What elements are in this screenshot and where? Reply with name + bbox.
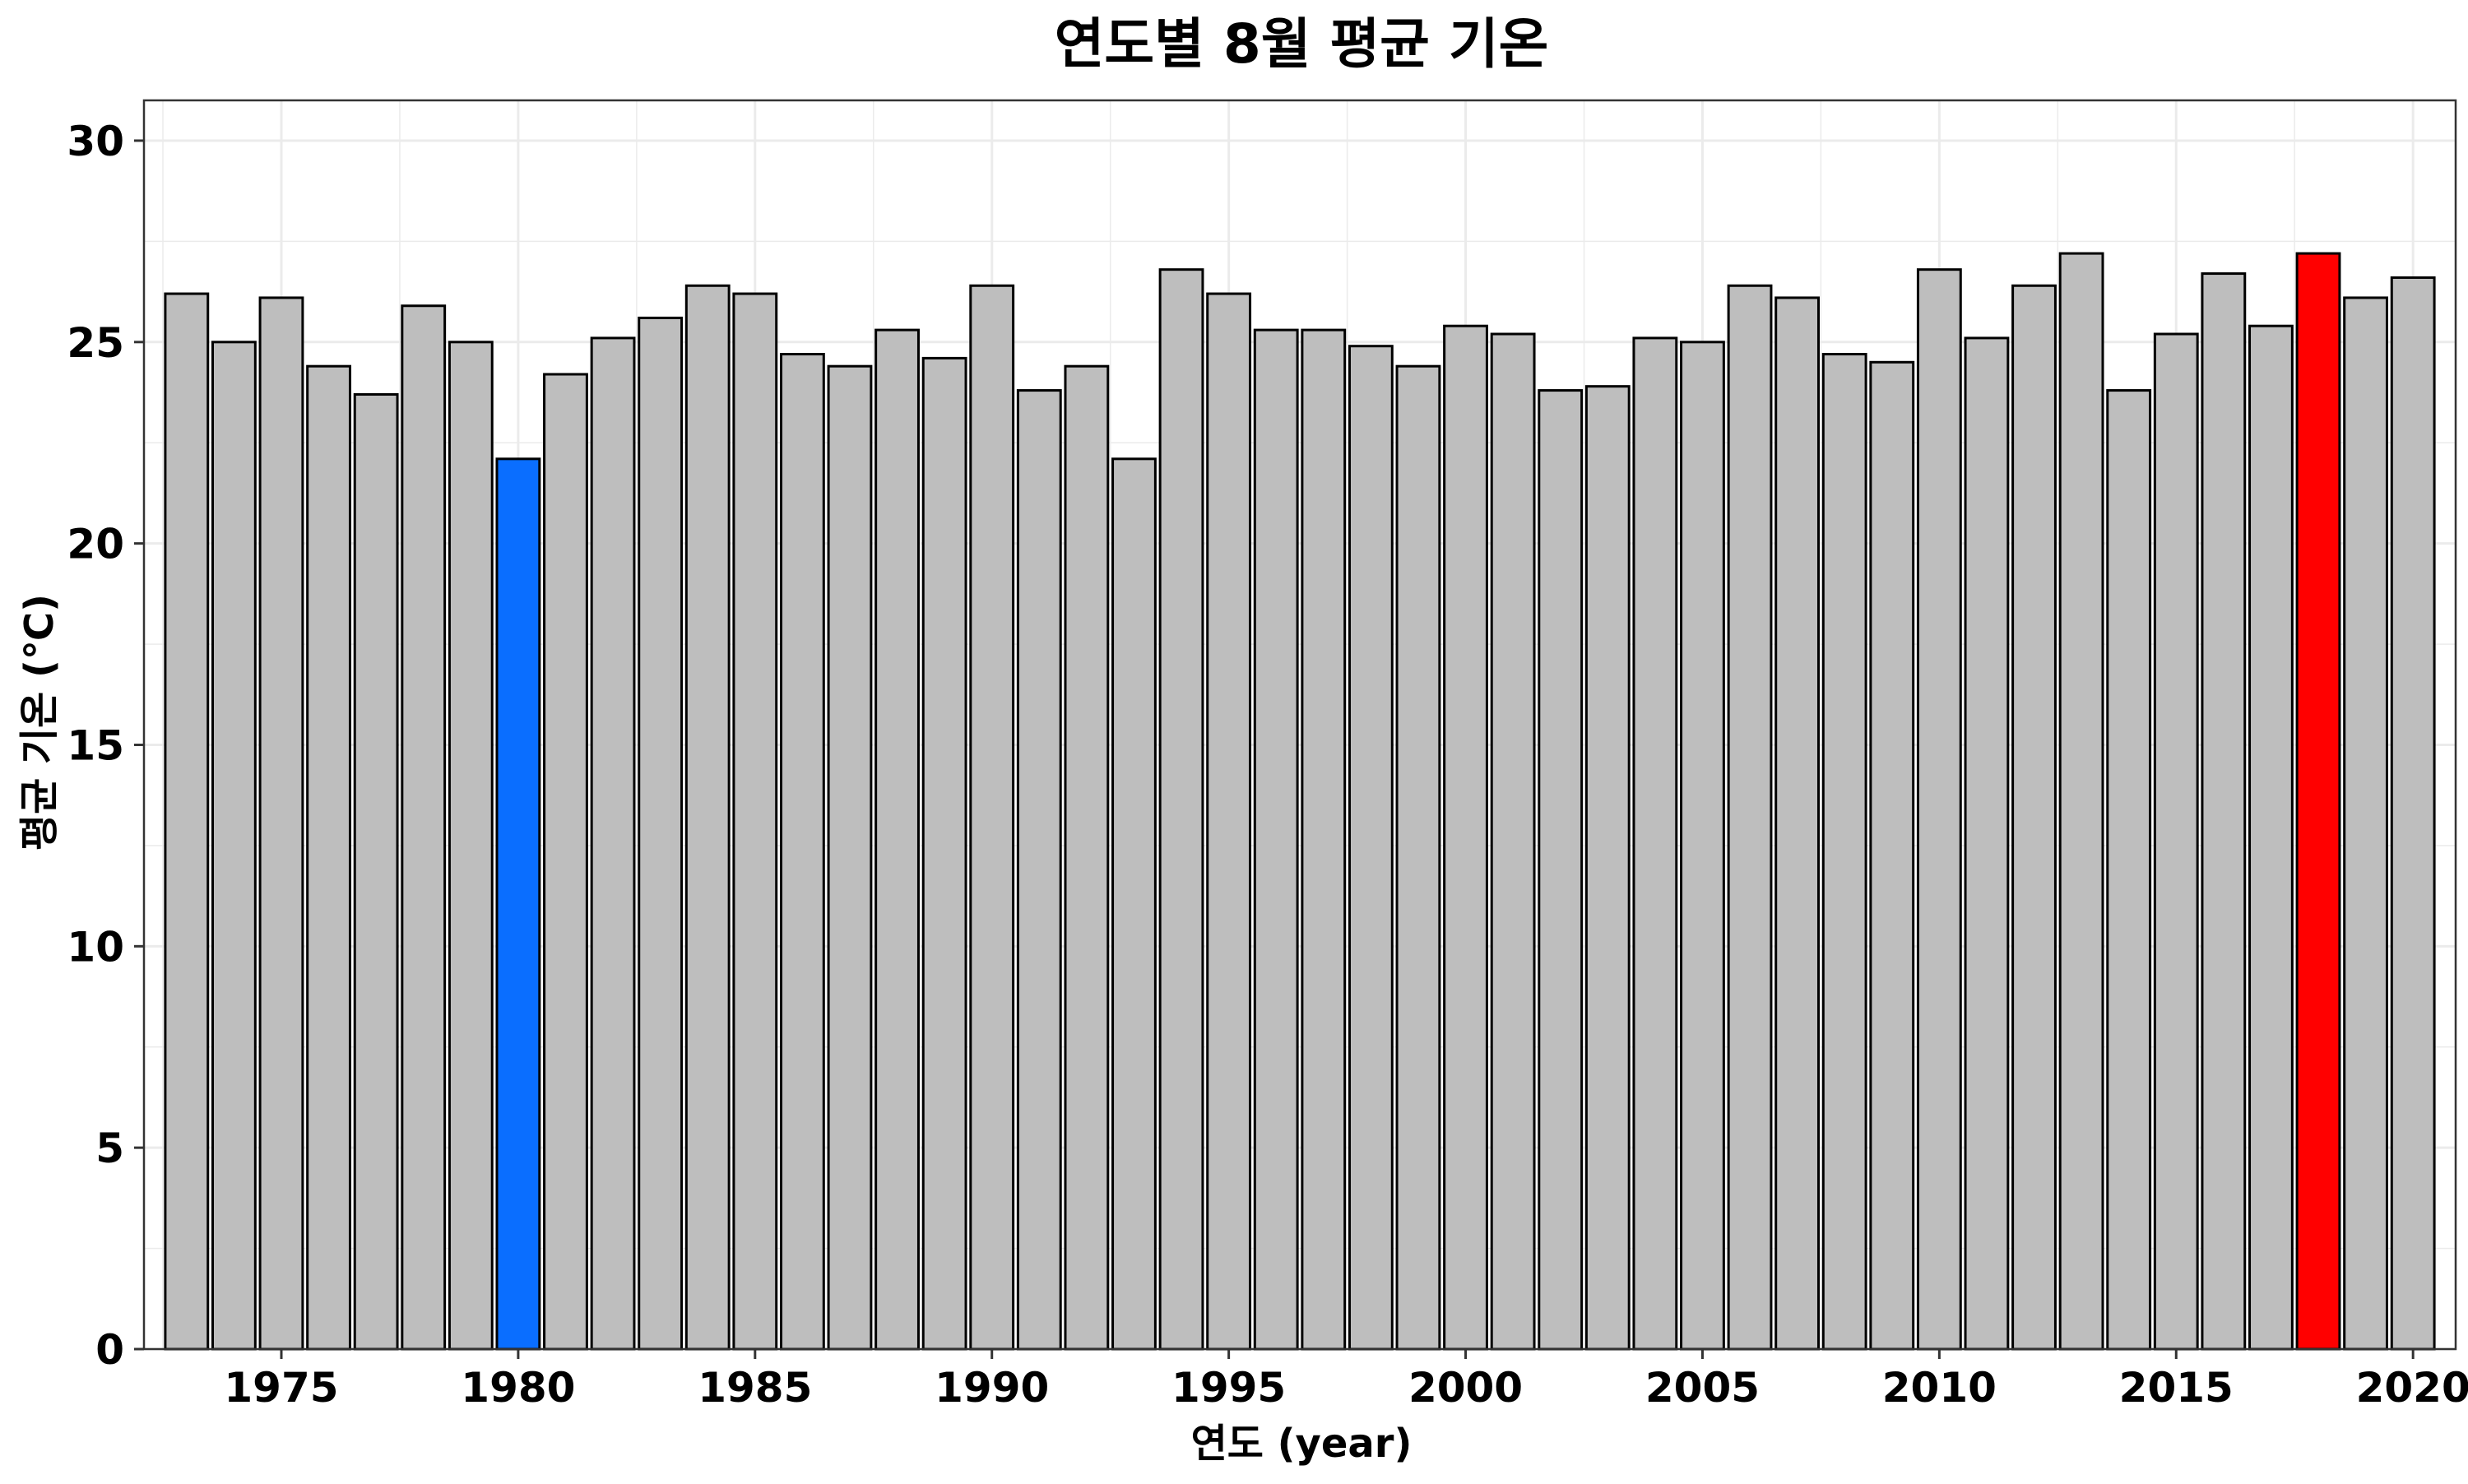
x-tick-label: 2010 — [1882, 1364, 1997, 1412]
bar — [1916, 268, 1962, 1351]
bar-highest — [2295, 252, 2341, 1351]
bar — [1016, 389, 1062, 1351]
bar — [543, 373, 588, 1351]
y-tick-label: 25 — [67, 319, 124, 367]
bar — [1680, 341, 1725, 1351]
bar — [211, 341, 257, 1351]
x-tick-label: 1985 — [698, 1364, 812, 1412]
x-tick-label: 1975 — [224, 1364, 338, 1412]
x-tick-label: 1995 — [1171, 1364, 1286, 1412]
bar — [1727, 284, 1773, 1351]
bar — [2106, 389, 2152, 1351]
bar — [1253, 328, 1299, 1351]
bar-lowest — [495, 457, 541, 1351]
bar — [874, 328, 920, 1351]
y-axis-title: 평균 기온 (℃) — [16, 594, 63, 851]
y-tick-label: 20 — [67, 521, 124, 568]
bar — [401, 304, 447, 1351]
bar — [1538, 389, 1584, 1351]
bar — [827, 364, 873, 1351]
x-axis: 1975 1980 1985 1990 1995 2000 2005 2010 2015 2020 — [224, 1349, 2468, 1412]
bar — [684, 284, 731, 1351]
bar — [258, 296, 304, 1351]
y-tick-label: 0 — [95, 1326, 124, 1374]
bar — [1064, 364, 1110, 1351]
y-tick-label: 30 — [67, 118, 124, 165]
bar — [1490, 332, 1536, 1351]
y-tick-label: 15 — [67, 721, 124, 769]
bar — [2248, 324, 2294, 1351]
bar — [1395, 364, 1441, 1351]
bar — [2201, 272, 2247, 1351]
bar — [1584, 385, 1631, 1351]
bar — [638, 316, 684, 1351]
bar — [1111, 457, 1157, 1351]
x-tick-label: 1980 — [461, 1364, 575, 1412]
bar — [2390, 276, 2436, 1351]
bar — [1821, 352, 1867, 1351]
plot-panel-border — [142, 99, 2457, 1351]
x-tick-label: 2000 — [1408, 1364, 1523, 1412]
y-axis: 0 5 10 15 20 25 30 — [67, 118, 144, 1374]
bar — [306, 364, 351, 1351]
bar — [1964, 336, 2010, 1351]
y-tick-label: 5 — [95, 1125, 124, 1172]
bar — [779, 352, 825, 1351]
bar — [1301, 328, 1347, 1351]
bar — [448, 341, 494, 1351]
bar — [969, 284, 1015, 1351]
bar — [353, 392, 399, 1351]
bar — [1158, 268, 1204, 1351]
bar — [2343, 296, 2389, 1351]
bar — [2011, 284, 2057, 1351]
bar — [590, 336, 636, 1351]
x-tick-label: 1990 — [935, 1364, 1049, 1412]
y-tick-label: 10 — [67, 923, 124, 971]
bar — [1869, 360, 1915, 1351]
bar — [1206, 292, 1252, 1351]
chart-title: 연도별 8월 평균 기온 — [1055, 12, 1549, 76]
x-tick-label: 2020 — [2356, 1364, 2468, 1412]
bar — [1348, 345, 1394, 1351]
bar — [1632, 336, 1678, 1351]
x-tick-label: 2015 — [2119, 1364, 2234, 1412]
bar — [164, 292, 210, 1351]
bar — [921, 356, 967, 1351]
bar — [1774, 296, 1821, 1351]
x-tick-label: 2005 — [1645, 1364, 1760, 1412]
bar — [732, 292, 778, 1351]
x-axis-title: 연도 (year) — [1191, 1421, 1413, 1467]
bars — [164, 252, 2436, 1351]
bar — [2058, 252, 2104, 1351]
bar — [2153, 332, 2199, 1351]
bar — [1443, 324, 1488, 1351]
